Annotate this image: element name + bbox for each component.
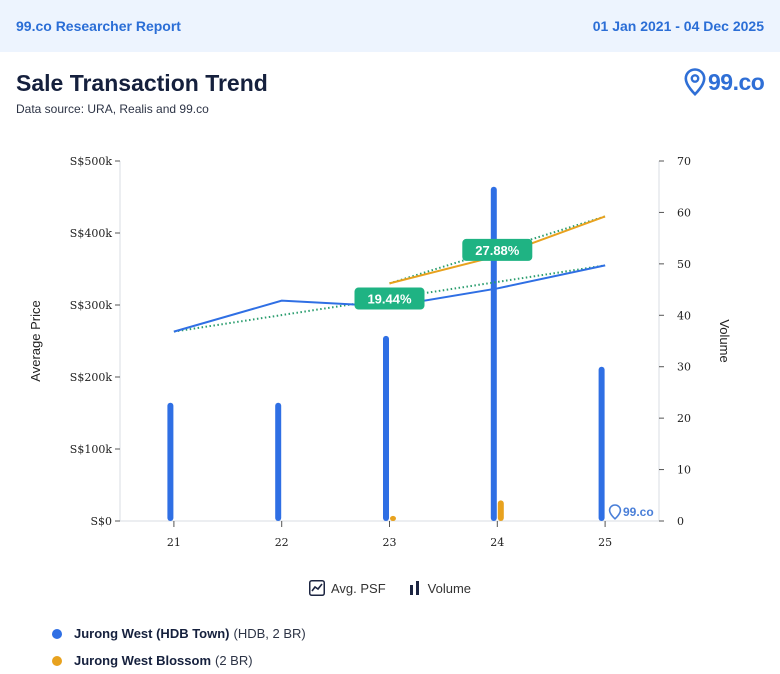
volume-bar <box>598 366 605 521</box>
y2-tick-label: 70 <box>677 155 691 168</box>
series-legend: Jurong West (HDB Town) (HDB, 2 BR) Juron… <box>52 620 306 674</box>
sale-transaction-chart: S$0 S$100k S$200k S$300k S$400k S$500k 0 10 20 30… <box>28 155 732 549</box>
series-name: Jurong West (HDB Town) <box>74 626 230 641</box>
chart-title: Sale Transaction Trend <box>16 70 268 96</box>
date-range: 01 Jan 2021 - 04 Dec 2025 <box>592 18 764 34</box>
series-detail: (2 BR) <box>215 653 253 668</box>
chart-legend-toggles: Avg. PSF Volume <box>0 580 780 596</box>
y-tick-label: S$200k <box>70 371 113 384</box>
y2-axis-title: Volume <box>717 319 732 362</box>
bar-chart-icon <box>409 581 419 595</box>
volume-bar <box>275 402 282 521</box>
series-color-dot <box>52 628 62 639</box>
volume-bar <box>497 500 504 521</box>
y-tick-label: S$400k <box>70 227 113 240</box>
trend-line <box>173 264 606 333</box>
trend-badge-label: 19.44% <box>367 292 412 307</box>
avg-psf-toggle[interactable]: Avg. PSF <box>308 580 386 596</box>
watermark-pin-icon <box>608 504 622 520</box>
y2-tick-label: 10 <box>677 464 691 477</box>
y-tick-label: S$300k <box>70 299 113 312</box>
series-detail: (HDB, 2 BR) <box>233 626 306 641</box>
trend-badge <box>354 287 425 310</box>
y2-tick-label: 0 <box>677 515 684 528</box>
x-tick-label: 25 <box>598 536 612 549</box>
volume-toggle[interactable]: Volume <box>408 580 471 596</box>
series-color-dot <box>52 655 62 666</box>
watermark-text: 99.co <box>623 505 654 519</box>
series-legend-item: Jurong West (HDB Town) (HDB, 2 BR) <box>52 620 306 647</box>
logo-text: 99.co <box>708 68 765 95</box>
y2-tick-label: 50 <box>677 258 691 271</box>
x-tick-label: 24 <box>490 536 504 549</box>
data-source: Data source: URA, Realis and 99.co <box>16 102 209 116</box>
volume-bar <box>383 335 389 521</box>
x-tick-label: 23 <box>383 536 397 549</box>
volume-label: Volume <box>427 580 472 596</box>
brand-logo: 99.co <box>684 68 765 96</box>
report-header: 99.co Researcher Report 01 Jan 2021 - 04… <box>0 0 780 52</box>
trend-badge-label: 27.88% <box>475 243 520 258</box>
y-tick-label: S$500k <box>70 155 113 168</box>
x-tick-label: 22 <box>275 536 289 549</box>
line-chart-icon <box>308 580 325 596</box>
y-tick-label: S$0 <box>90 515 112 528</box>
avg-psf-label: Avg. PSF <box>330 580 386 596</box>
x-tick-label: 21 <box>167 536 181 549</box>
series-name: Jurong West Blossom <box>74 653 212 668</box>
series-legend-item: Jurong West Blossom (2 BR) <box>52 647 306 674</box>
y2-tick-label: 20 <box>677 412 691 425</box>
y2-tick-label: 60 <box>677 206 691 219</box>
y-tick-label: S$100k <box>70 443 113 456</box>
location-pin-icon <box>684 68 706 96</box>
volume-bar <box>390 515 396 521</box>
y2-tick-label: 30 <box>677 361 691 374</box>
volume-bar <box>167 402 174 521</box>
y2-tick-label: 40 <box>677 309 691 322</box>
report-title: 99.co Researcher Report <box>16 18 181 34</box>
trend-badge <box>462 238 533 261</box>
volume-bar <box>490 186 497 521</box>
y-axis-title: Average Price <box>28 300 43 381</box>
